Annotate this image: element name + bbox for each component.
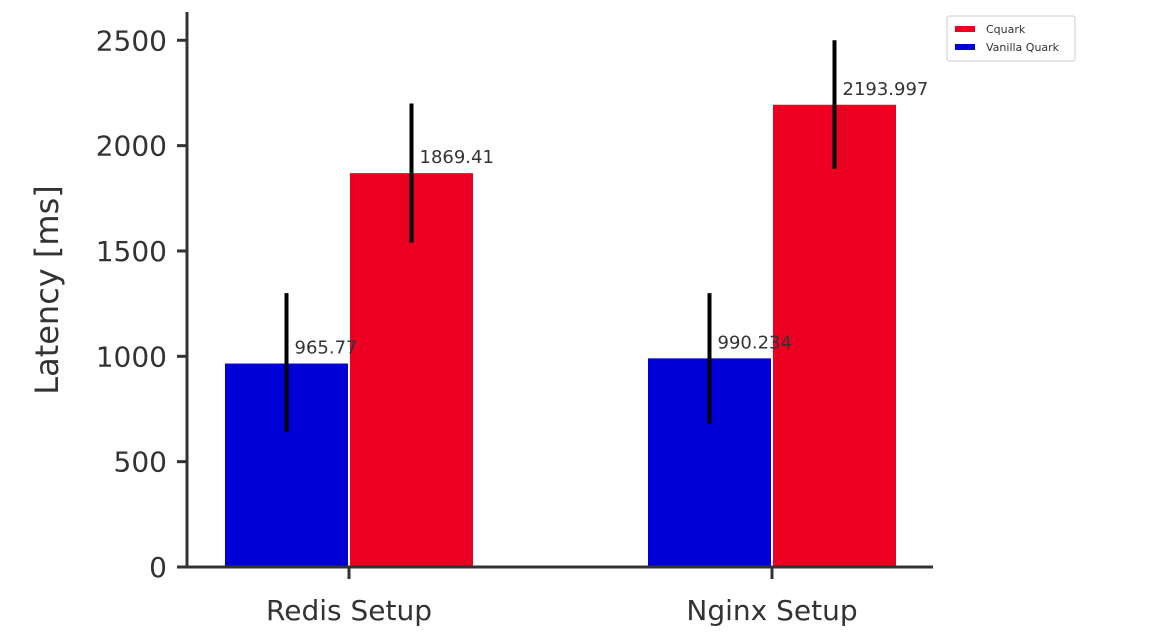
legend-swatch — [955, 26, 975, 32]
data-label: 2193.997 — [843, 79, 929, 100]
axes-group: 0 500 1000 1500 2000 2500 Redis Setup Nginx Set… — [96, 12, 933, 627]
legend-swatch — [955, 44, 975, 50]
y-tick-label: 1500 — [96, 235, 167, 268]
data-label: 1869.41 — [420, 147, 494, 168]
x-tick-label: Redis Setup — [266, 594, 432, 627]
data-label: 990.234 — [718, 332, 792, 353]
y-tick-label: 2500 — [96, 24, 167, 57]
legend: Cquark Vanilla Quark — [946, 15, 1076, 62]
bar — [773, 104, 896, 568]
legend-label: Vanilla Quark — [986, 41, 1060, 54]
data-label: 965.77 — [295, 338, 358, 359]
bars-group — [225, 104, 896, 568]
error-bars-group — [284, 40, 837, 433]
y-axis-title: Latency [ms] — [28, 185, 66, 394]
y-tick-label: 0 — [149, 551, 167, 584]
y-tick-label: 2000 — [96, 130, 167, 163]
legend-label: Cquark — [986, 23, 1026, 36]
x-tick-label: Nginx Setup — [686, 594, 857, 627]
y-tick-label: 500 — [114, 446, 167, 479]
y-tick-label: 1000 — [96, 340, 167, 373]
legend-frame — [946, 15, 1076, 62]
data-labels-group: 965.77 990.234 1869.41 2193.997 — [295, 79, 929, 359]
